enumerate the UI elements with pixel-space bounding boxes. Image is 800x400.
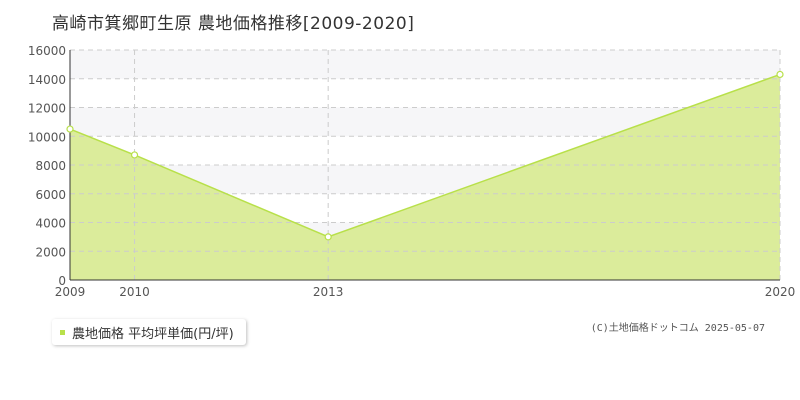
legend-label: 農地価格 平均坪単価(円/坪) [72, 326, 234, 342]
y-tick-label: 12000 [28, 102, 66, 116]
data-point [776, 70, 784, 79]
x-tick-label: 2020 [765, 285, 796, 299]
y-tick-label: 6000 [35, 188, 66, 202]
copyright-text: (C)土地価格ドットコム 2025-05-07 [590, 323, 765, 334]
y-tick-label: 8000 [35, 159, 66, 173]
x-tick-label: 2010 [119, 285, 150, 299]
y-tick-label: 0 [58, 274, 66, 288]
y-tick-label: 16000 [28, 44, 66, 58]
legend: 農地価格 平均坪単価(円/坪) [52, 319, 246, 345]
series-line [69, 73, 781, 238]
data-point [130, 151, 139, 159]
area-fill [70, 74, 780, 280]
y-tick-label: 2000 [35, 245, 66, 259]
x-tick-label: 2009 [55, 285, 86, 299]
data-point [66, 125, 74, 133]
data-point [324, 233, 332, 241]
y-tick-label: 14000 [28, 73, 66, 87]
plot-band [70, 50, 780, 79]
y-tick-label: 10000 [28, 130, 66, 144]
x-tick-label: 2013 [313, 285, 344, 299]
legend-marker [60, 329, 65, 335]
y-tick-label: 4000 [35, 217, 66, 231]
chart-title: 高崎市箕郷町生原 農地価格推移[2009-2020] [52, 14, 415, 34]
